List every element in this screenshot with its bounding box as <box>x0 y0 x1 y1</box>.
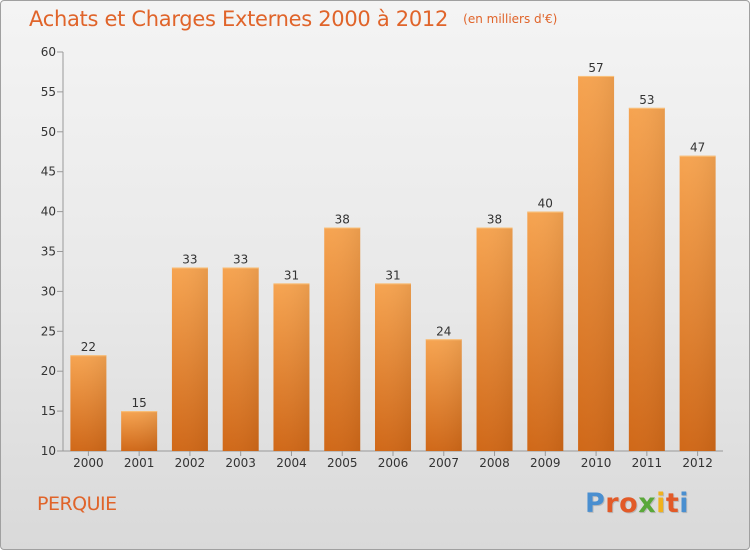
x-tick-label: 2010 <box>581 456 612 470</box>
chart-title: Achats et Charges Externes 2000 à 2012 <box>29 7 449 31</box>
bar-shade <box>70 355 107 451</box>
y-tick-label: 35 <box>41 245 56 259</box>
bar-shade <box>679 155 716 452</box>
x-tick-label: 2009 <box>530 456 561 470</box>
chart-bars <box>70 75 716 452</box>
logo-letter: x <box>638 488 657 519</box>
bar-shade <box>578 75 615 451</box>
x-tick-label: 2000 <box>73 456 104 470</box>
data-label: 31 <box>284 268 299 282</box>
y-tick-label: 20 <box>41 364 56 378</box>
data-label: 24 <box>436 324 451 338</box>
bar-shade <box>324 227 361 451</box>
bar-shade <box>476 227 513 451</box>
bar-shade <box>425 339 462 451</box>
data-label: 33 <box>182 252 197 266</box>
data-label: 40 <box>538 197 553 211</box>
data-label: 33 <box>233 252 248 266</box>
bar-shade <box>375 283 411 451</box>
data-label: 57 <box>588 61 603 75</box>
y-tick-label: 60 <box>41 45 56 59</box>
proxiti-logo: Proxiti <box>585 488 689 519</box>
bar-shade <box>222 267 259 451</box>
data-label: 22 <box>81 340 96 354</box>
logo-letter: P <box>585 488 606 519</box>
x-tick-label: 2005 <box>327 456 358 470</box>
data-label: 15 <box>132 396 147 410</box>
bar-shade <box>273 283 310 451</box>
x-tick-label: 2004 <box>276 456 307 470</box>
x-tick-label: 2008 <box>479 456 510 470</box>
logo-letter: o <box>619 488 639 519</box>
x-tick-label: 2003 <box>225 456 256 470</box>
data-label: 31 <box>385 268 400 282</box>
y-tick-label: 15 <box>41 404 56 418</box>
bar-shade <box>628 107 665 452</box>
y-tick-label: 30 <box>41 284 56 298</box>
logo-letter: r <box>605 488 620 519</box>
bar-shade <box>527 211 564 451</box>
logo-letter: i <box>679 488 690 519</box>
data-label: 47 <box>690 141 705 155</box>
data-label: 53 <box>639 93 654 107</box>
chart-unit-note: (en milliers d'€) <box>463 12 558 26</box>
x-tick-label: 2001 <box>124 456 155 470</box>
x-tick-label: 2006 <box>378 456 409 470</box>
y-tick-label: 45 <box>41 165 56 179</box>
bar-shade <box>171 267 208 451</box>
chart-labels: 22 2000 15 2001 33 2002 33 2003 31 2004 38 2005 31 20… <box>73 61 713 470</box>
y-tick-label: 25 <box>41 324 56 338</box>
y-tick-label: 55 <box>41 85 56 99</box>
logo-letter: t <box>665 488 680 519</box>
data-label: 38 <box>335 213 350 227</box>
chart-title-block: Achats et Charges Externes 2000 à 2012 (… <box>29 7 557 31</box>
y-tick-label: 40 <box>41 205 56 219</box>
logo-letter: i <box>656 488 666 519</box>
chart-axes: 10 15 20 25 30 35 40 45 50 55 60 <box>41 45 723 458</box>
x-tick-label: 2011 <box>632 456 663 470</box>
x-tick-label: 2012 <box>682 456 713 470</box>
commune-name: PERQUIE <box>37 493 117 515</box>
y-tick-label: 50 <box>41 125 56 139</box>
x-tick-label: 2007 <box>428 456 459 470</box>
x-tick-label: 2002 <box>175 456 206 470</box>
bar-shade <box>121 411 158 451</box>
data-label: 38 <box>487 213 502 227</box>
y-tick-label: 10 <box>41 444 56 458</box>
